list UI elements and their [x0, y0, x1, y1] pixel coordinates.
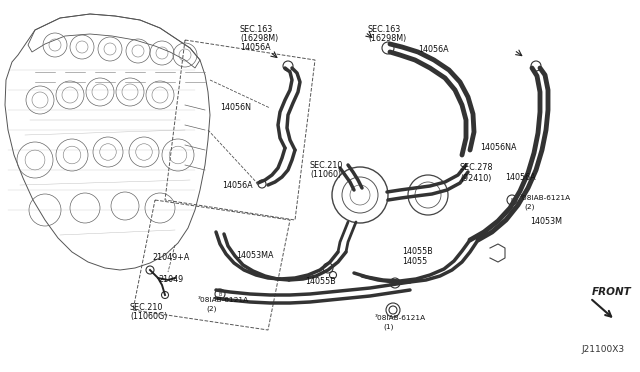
Text: (2): (2) [206, 306, 216, 312]
Text: B: B [394, 280, 397, 285]
Text: B: B [218, 292, 221, 296]
Text: ³08IAB-6121A: ³08IAB-6121A [520, 195, 571, 201]
Text: 14055B: 14055B [402, 247, 433, 257]
Text: (92410): (92410) [460, 173, 492, 183]
Text: (16298M): (16298M) [240, 33, 278, 42]
Text: SEC.210: SEC.210 [310, 160, 344, 170]
Text: 21049: 21049 [158, 276, 183, 285]
Text: 14056A: 14056A [222, 180, 253, 189]
Text: B: B [510, 198, 514, 202]
Text: ³08IAB-6121A: ³08IAB-6121A [198, 297, 249, 303]
Text: 21049+A: 21049+A [152, 253, 189, 263]
Text: 14053M: 14053M [530, 218, 562, 227]
Text: (11060G): (11060G) [130, 311, 168, 321]
Text: (16298M): (16298M) [368, 33, 406, 42]
Text: SEC.210: SEC.210 [130, 304, 163, 312]
Text: 14055: 14055 [402, 257, 428, 266]
Text: 14056A: 14056A [505, 173, 536, 183]
Text: 14056A: 14056A [418, 45, 449, 55]
Text: J21100X3: J21100X3 [582, 346, 625, 355]
Text: (1): (1) [383, 324, 394, 330]
Text: (11060): (11060) [310, 170, 341, 180]
Text: SEC.163: SEC.163 [240, 26, 273, 35]
Text: 14055B: 14055B [305, 278, 336, 286]
Text: 14056A: 14056A [240, 44, 271, 52]
Text: (2): (2) [524, 204, 534, 210]
Text: 14056NA: 14056NA [480, 144, 516, 153]
Text: SEC.278: SEC.278 [460, 164, 493, 173]
Text: SEC.163: SEC.163 [368, 26, 401, 35]
Text: 14056N: 14056N [220, 103, 251, 112]
Text: ³08IAB-6121A: ³08IAB-6121A [375, 315, 426, 321]
Text: FRONT: FRONT [592, 287, 632, 297]
Text: 14053MA: 14053MA [236, 250, 273, 260]
